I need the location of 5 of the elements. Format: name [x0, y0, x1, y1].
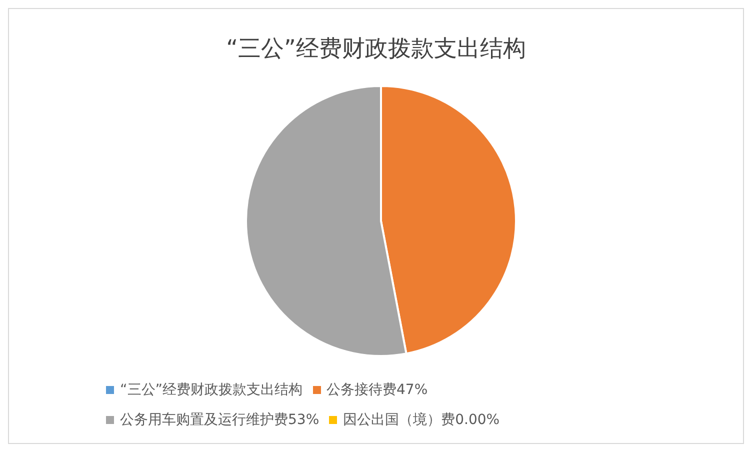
legend-label: 公务接待费47%	[326, 381, 428, 399]
chart-title: “三公”经费财政拨款支出结构	[225, 35, 527, 64]
legend-label: 公务用车购置及运行维护费53%	[120, 411, 320, 429]
legend-label: “三公”经费财政拨款支出结构	[120, 381, 303, 399]
legend-label: 因公出国（境）费0.00%	[343, 411, 500, 429]
